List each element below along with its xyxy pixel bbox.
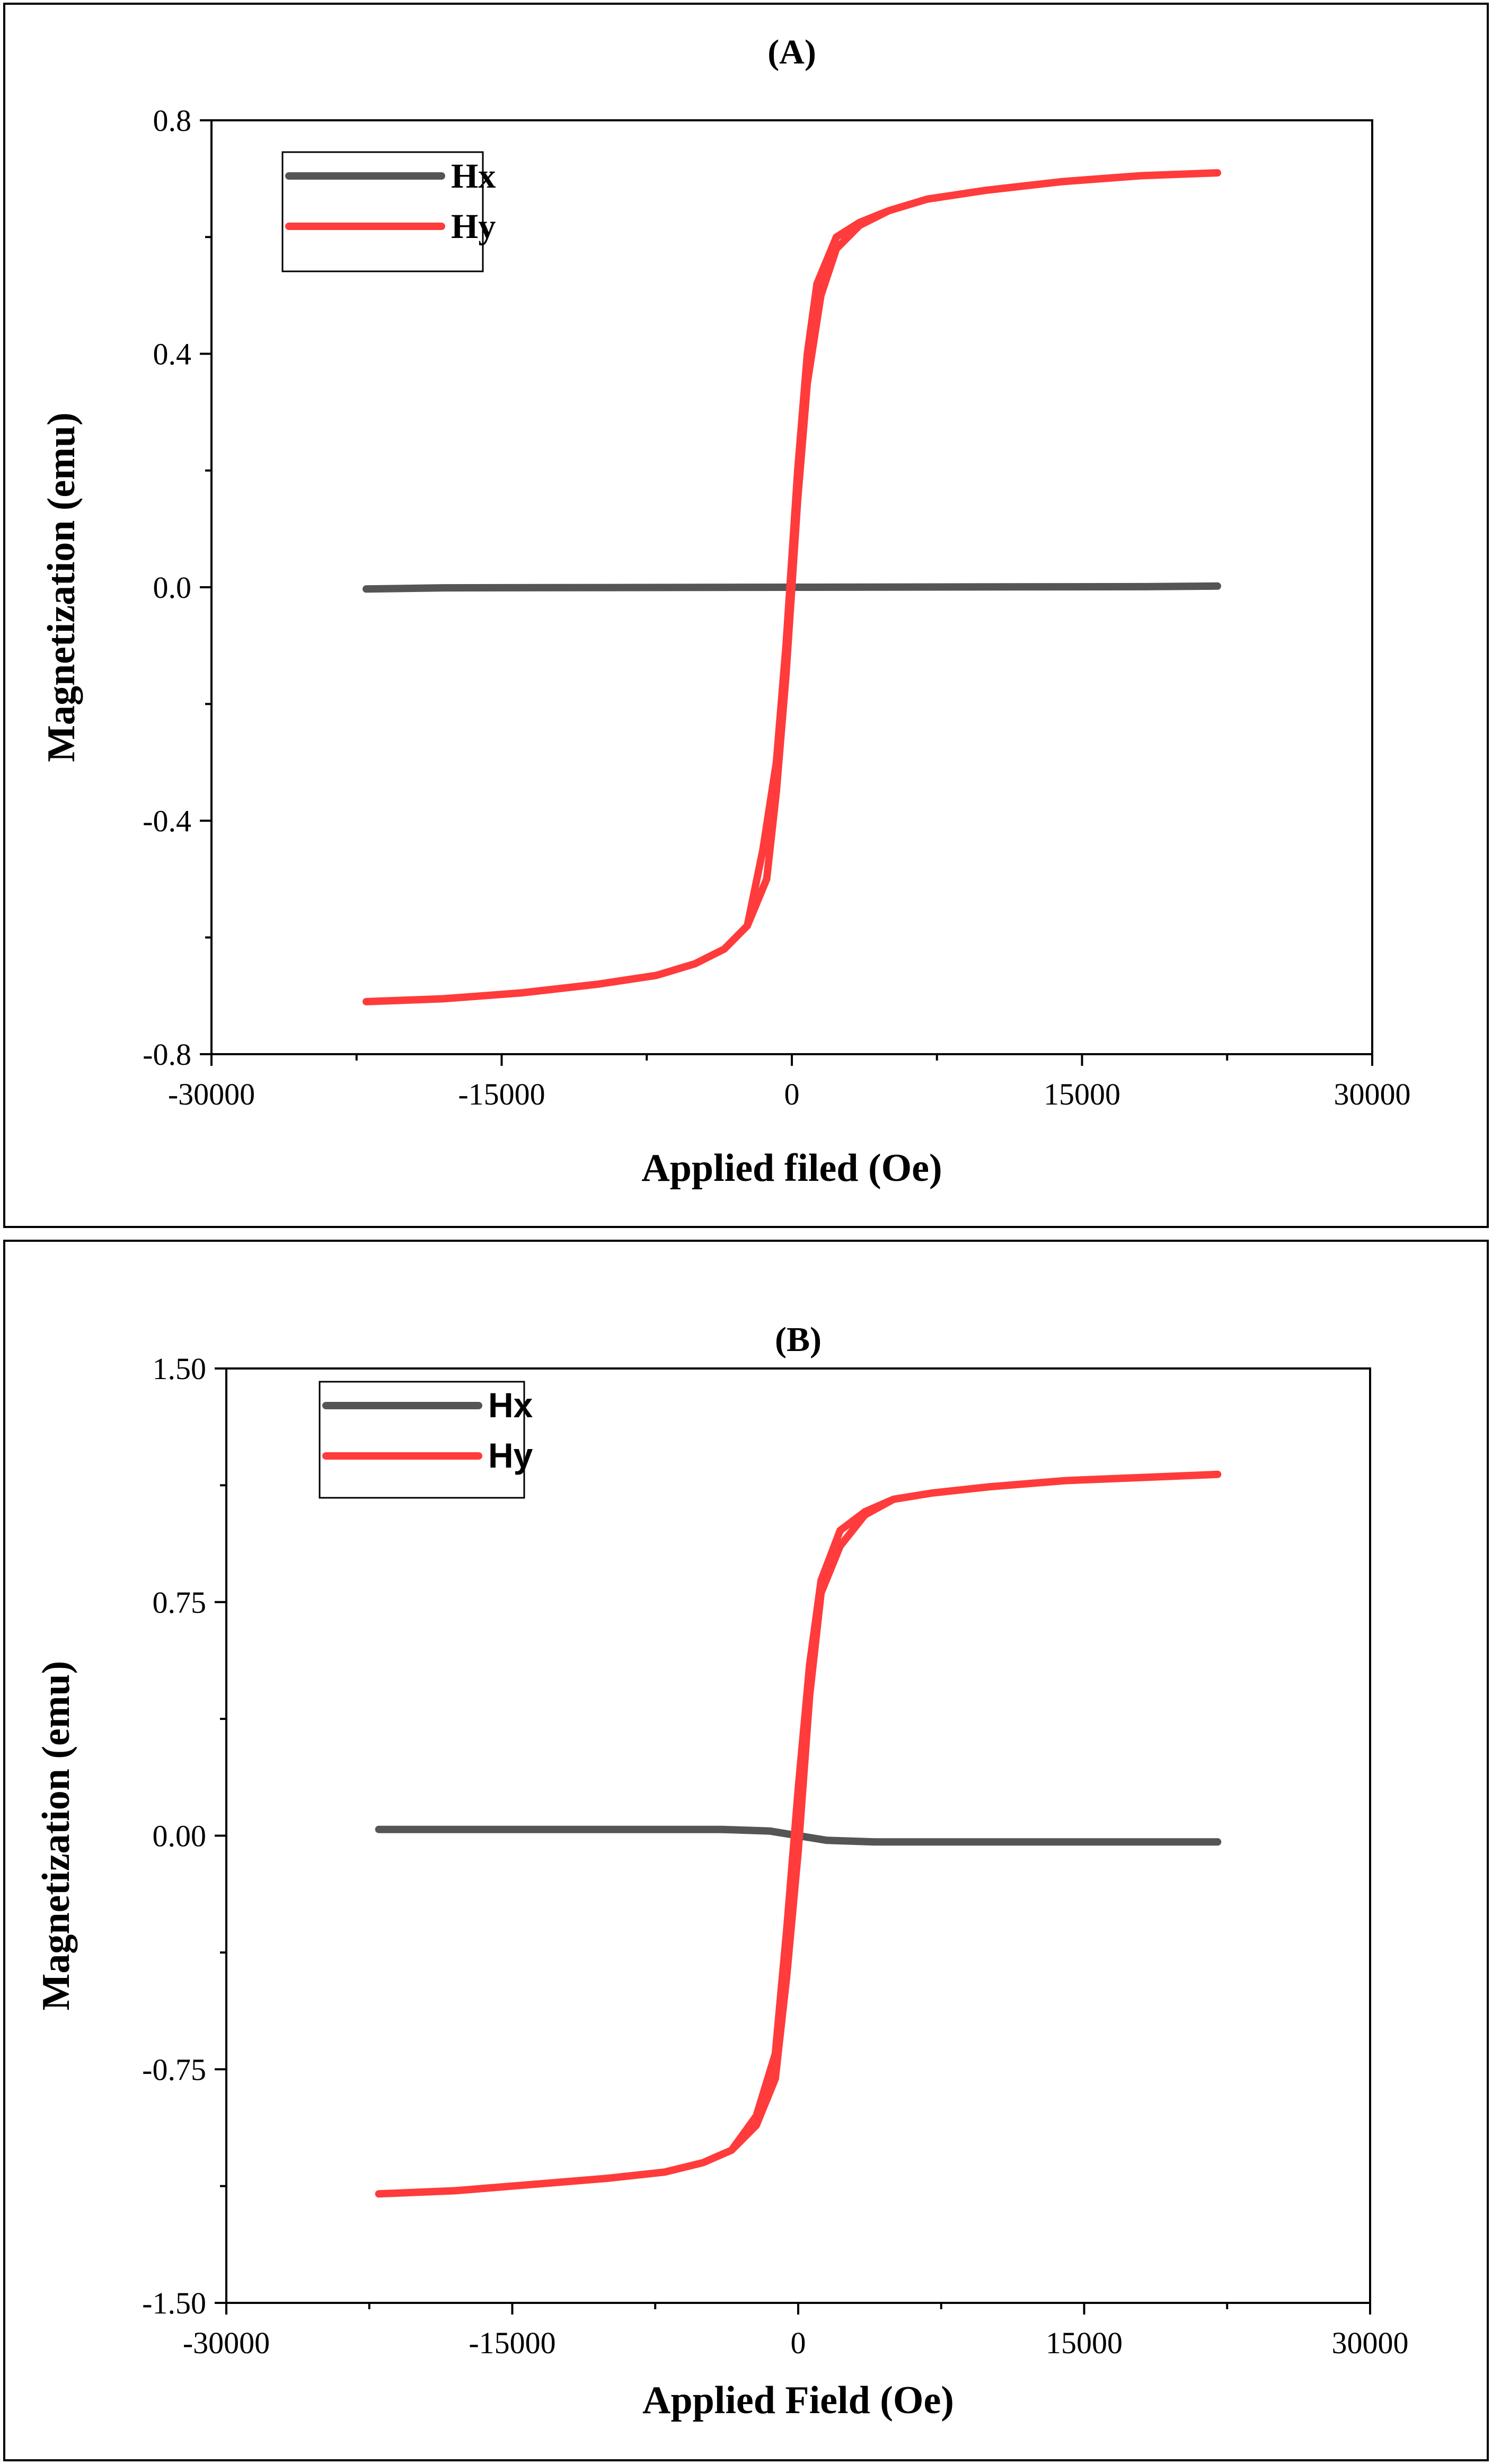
legend: Hx Hy xyxy=(319,1381,533,1499)
chart-title: (B) xyxy=(775,1320,822,1359)
x-tick-label: -15000 xyxy=(469,2326,555,2360)
series-line-hy xyxy=(363,169,1221,1005)
legend-label-hx: Hx xyxy=(451,157,496,196)
hysteresis-chart-b: (B) -30000 -15000 0 15000 30000 -1.50 -0.75 0.00… xyxy=(34,1320,1409,2422)
y-tick-label: 0.4 xyxy=(153,337,192,372)
y-tick-label: -0.4 xyxy=(143,804,191,838)
x-axis-label: Applied filed (Oe) xyxy=(641,1146,942,1190)
y-tick-label: -0.8 xyxy=(143,1037,191,1072)
y-tick-label: 0.8 xyxy=(153,103,192,138)
x-tick-label: 0 xyxy=(784,1077,800,1111)
legend: Hx Hy xyxy=(281,151,496,272)
x-tick-label: 30000 xyxy=(1332,2326,1409,2360)
y-axis-label: Magnetization (emu) xyxy=(40,412,83,762)
y-tick-label: 0.75 xyxy=(153,1585,207,1620)
x-tick-label: -30000 xyxy=(168,1077,255,1111)
y-tick-label: 0.00 xyxy=(153,1819,207,1853)
panel-a: (A) -30000 -15000 0 15000 30000 -0.8 -0.4 0.0 0.4… xyxy=(3,3,1489,1228)
legend-label-hy: Hy xyxy=(451,207,496,246)
x-tick-label: -15000 xyxy=(458,1077,545,1111)
legend-label-hy: Hy xyxy=(488,1436,533,1475)
y-tick-label: -1.50 xyxy=(142,2286,206,2320)
y-tick-label: 0.0 xyxy=(153,570,192,605)
x-tick-label: 30000 xyxy=(1334,1077,1411,1111)
x-tick-label: 15000 xyxy=(1044,1077,1120,1111)
y-tick-label: 1.50 xyxy=(153,1352,207,1386)
y-tick-label: -0.75 xyxy=(142,2052,206,2087)
y-axis-label: Magnetization (emu) xyxy=(34,1661,78,2011)
hysteresis-chart-a: (A) -30000 -15000 0 15000 30000 -0.8 -0.4 0.0 0.4… xyxy=(40,33,1411,1190)
x-axis-label: Applied Field (Oe) xyxy=(642,2379,954,2422)
x-tick-label: 0 xyxy=(791,2326,806,2360)
legend-box xyxy=(281,151,484,272)
chart-title: (A) xyxy=(767,33,816,72)
panel-b: (B) -30000 -15000 0 15000 30000 -1.50 -0.75 0.00… xyxy=(3,1240,1489,2461)
series-line-hy xyxy=(375,1470,1222,2198)
legend-box xyxy=(319,1381,525,1499)
x-tick-label: -30000 xyxy=(183,2326,270,2360)
legend-label-hx: Hx xyxy=(488,1385,533,1425)
x-tick-label: 15000 xyxy=(1046,2326,1123,2360)
